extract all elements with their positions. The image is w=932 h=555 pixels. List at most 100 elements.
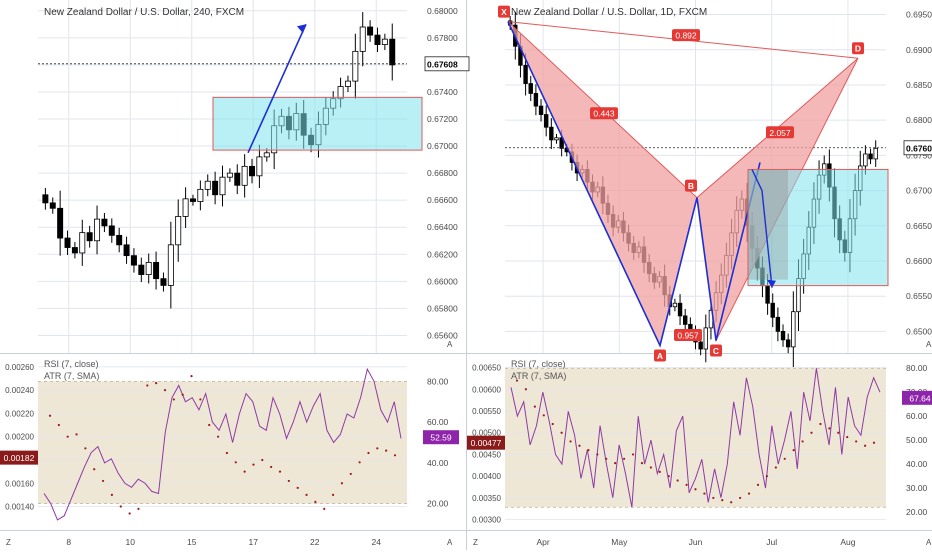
left-ind-atr-dot [287, 479, 290, 483]
left-ind-rsi-value-box [423, 430, 459, 445]
left-ind-atr-dot [190, 375, 193, 378]
right-ind-atr-dot [542, 414, 545, 417]
harmonic-impulse-path [507, 21, 761, 348]
left-ind-atr-dot [57, 423, 60, 427]
left-y-tick-label: 0.68000 [427, 6, 458, 16]
left-ind-atr-tick: 0.00240 [5, 386, 34, 395]
left-y-tick-label: 0.66400 [427, 222, 458, 232]
left-candle-body [226, 172, 233, 178]
right-ind-rsi-tick: 30.00 [906, 483, 928, 493]
left-chart-title: New Zealand Dollar / U.S. Dollar, 240, F… [44, 7, 244, 18]
left-trend-arrowhead [297, 24, 306, 34]
right-ind-atr-dot [667, 475, 670, 478]
right-y-tick-label: 0.67000 [906, 186, 932, 196]
right-ind-atr-dot [623, 457, 626, 460]
right-candle-body [863, 153, 868, 167]
left-candle-body [234, 172, 241, 186]
right-candle-body [528, 83, 533, 94]
right-ind-atr-dot [721, 498, 724, 502]
left-ind-rsi-value: 52.59 [430, 433, 452, 443]
left-ind-legend-rsi: RSI (7, close) [44, 359, 99, 369]
left-candle-body [389, 38, 396, 66]
right-projection-arrow [751, 169, 773, 288]
right-ind-atr-tick: 0.00650 [472, 364, 501, 373]
right-target-box-shade [748, 169, 788, 280]
left-y-tick-label: 0.65800 [427, 303, 458, 313]
right-candle-body [559, 137, 564, 149]
left-candle-body [153, 262, 160, 280]
right-ind-atr-dot [730, 501, 733, 504]
left-ind-corner-z: Z [6, 538, 11, 547]
right-ind-corner-a: A [926, 538, 932, 547]
harmonic-xab-triangle [507, 21, 698, 347]
left-ind-atr-dot [385, 449, 388, 452]
right-ind-x-tick-label: Apr [536, 537, 549, 547]
right-ind-legend-rsi: RSI (7, close) [511, 359, 566, 369]
harmonic-ratio-label: 0.443 [593, 109, 615, 119]
right-ind-rsi-tick: 20.00 [906, 507, 928, 517]
right-ind-corner-z: Z [473, 538, 478, 547]
left-ind-atr-dot [208, 423, 211, 427]
left-candle-body [256, 156, 263, 177]
harmonic-ratio-badge [766, 126, 794, 139]
right-ind-x-tick-label: May [611, 537, 628, 547]
right-candle-body [523, 64, 528, 84]
right-ind-rsi-band [505, 368, 886, 508]
harmonic-ratio-label: 0.892 [675, 31, 697, 41]
left-candle-body [359, 26, 366, 52]
harmonic-ratio-label: 0.957 [677, 331, 699, 341]
right-ind-atr-dot [614, 462, 617, 465]
right-ind-legend-atr: ATR (7, SMA) [511, 371, 566, 381]
right-ind-atr-dot [676, 479, 679, 482]
right-ind-atr-dot [846, 435, 849, 439]
left-ind-atr-dot [278, 470, 282, 473]
left-y-tick-label: 0.66000 [427, 276, 458, 286]
left-ind-atr-dot [181, 393, 184, 396]
left-price-label: 0.67608 [427, 59, 458, 69]
left-candle-body [116, 234, 123, 246]
left-ind-atr-dot [93, 468, 96, 471]
left-y-tick-label: 0.66800 [427, 168, 458, 178]
left-y-tick-label: 0.66200 [427, 249, 458, 259]
right-ind-atr-dot [792, 449, 795, 452]
right-candle-body [775, 316, 781, 332]
left-y-tick-label: 0.67200 [427, 114, 458, 124]
right-ind-atr-dot [649, 466, 652, 469]
right-ind-rsi-tick: 50.00 [906, 435, 928, 445]
right-candle-body [554, 137, 559, 141]
left-ind-atr-dot [376, 447, 379, 450]
left-ind-atr-dot [225, 451, 229, 455]
right-ind-atr-dot [596, 453, 599, 456]
right-y-tick-label: 0.68000 [906, 115, 932, 125]
left-candle-body [249, 165, 256, 177]
right-candle-body [683, 315, 688, 325]
right-ind-atr-dot [551, 422, 554, 426]
left-ind-atr-dot [261, 458, 264, 462]
right-candle-body [873, 147, 878, 160]
right-ind-atr-tick: 0.00450 [472, 450, 501, 459]
left-ind-rsi-tick: 40.00 [427, 458, 449, 468]
left-y-tick-label: 0.67400 [427, 87, 458, 97]
left-candle-body [212, 180, 219, 196]
right-ind-atr-dot [819, 422, 822, 426]
left-candle-body [189, 198, 196, 202]
right-target-box [747, 168, 889, 287]
left-y-tick-label: 0.65600 [427, 330, 458, 340]
right-ind-rsi-tick: 80.00 [906, 363, 928, 373]
left-ind-atr-dot [216, 435, 220, 438]
right-ind-atr-dot [747, 492, 751, 495]
right-ind-atr-tick: 0.00300 [472, 516, 501, 525]
right-ind-atr-dot [828, 427, 831, 430]
right-ind-atr-tick: 0.00500 [472, 429, 501, 438]
left-ind-atr-dot [252, 463, 255, 466]
harmonic-point-badge [685, 179, 697, 192]
left-ind-atr-dot [146, 384, 149, 387]
right-candle-body [543, 114, 549, 128]
right-ind-atr-dot [783, 457, 786, 460]
right-ind-x-tick-label: Jul [766, 537, 777, 547]
harmonic-point-badge [710, 344, 722, 357]
left-candle-body [138, 264, 145, 275]
